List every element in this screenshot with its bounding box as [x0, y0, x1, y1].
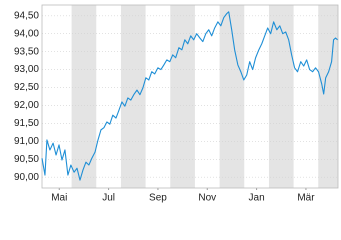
y-tick-label: 91,50: [14, 118, 39, 129]
month-band: [170, 5, 195, 188]
chart: 90,00 90,50 91,00 91,50 92,00 92,50 93,00 93,50…: [14, 4, 339, 204]
month-band: [71, 5, 97, 188]
month-band: [318, 5, 338, 188]
month-band: [268, 5, 294, 188]
y-tick-label: 90,00: [14, 172, 39, 183]
y-tick-label: 91,00: [14, 136, 39, 147]
x-tick-label: Mai: [51, 193, 67, 204]
y-tick-label: 93,00: [14, 64, 39, 75]
y-tick-label: 92,00: [14, 100, 39, 111]
y-tick-label: 92,50: [14, 82, 39, 93]
month-band: [219, 5, 245, 188]
x-tick-label: Nov: [198, 193, 216, 204]
plot-frame: [41, 4, 339, 189]
x-tick-label: Mär: [297, 193, 315, 204]
price-line: [41, 11, 338, 181]
x-tick-label: Jan: [249, 193, 265, 204]
y-tick-label: 94,50: [14, 10, 39, 21]
y-tick-label: 93,50: [14, 46, 39, 57]
x-tick-label: Jul: [102, 193, 115, 204]
y-tick-label: 94,00: [14, 28, 39, 39]
x-tick-label: Sep: [149, 193, 167, 204]
y-tick-label: 90,50: [14, 154, 39, 165]
